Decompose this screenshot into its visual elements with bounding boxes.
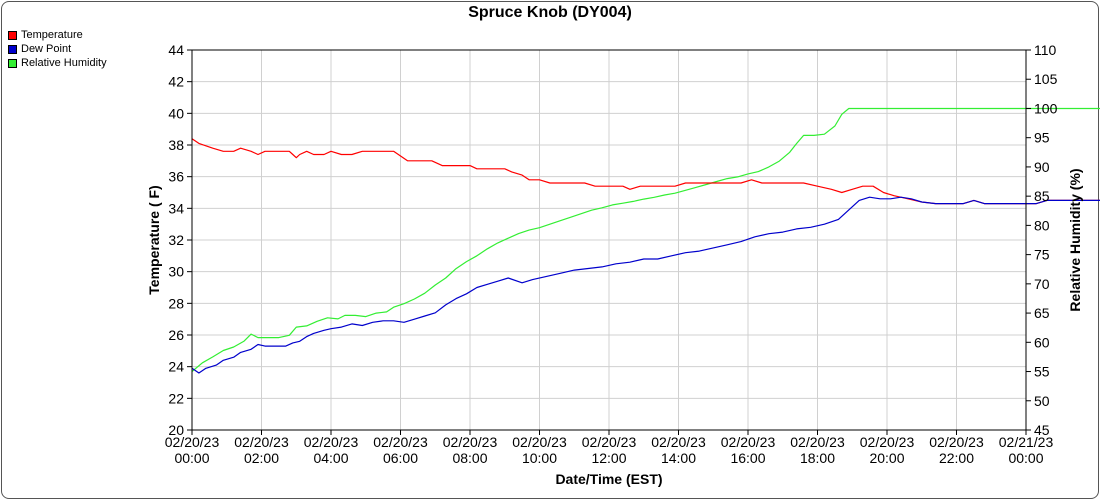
x-tick-label-date: 02/20/23 [512, 434, 567, 450]
y-axis-left-label: Temperature ( F) [146, 185, 162, 294]
y-tick-label-left: 20 [168, 422, 184, 438]
y-tick-label-right: 100 [1034, 100, 1058, 116]
x-tick-label-date: 02/21/23 [999, 434, 1054, 450]
x-tick-label-date: 02/20/23 [929, 434, 984, 450]
x-tick-label-time: 12:00 [591, 450, 626, 466]
y-tick-label-left: 42 [168, 74, 184, 90]
legend-item-dew-point: Dew Point [8, 42, 107, 56]
x-tick-label-time: 00:00 [1008, 450, 1043, 466]
y-tick-label-right: 105 [1034, 71, 1058, 87]
x-tick-label-time: 18:00 [800, 450, 835, 466]
x-tick-label-date: 02/20/23 [651, 434, 706, 450]
legend-label-dew-point: Dew Point [21, 43, 72, 55]
x-tick-label-date: 02/20/23 [721, 434, 776, 450]
x-tick-label-date: 02/20/23 [443, 434, 498, 450]
x-tick-label-time: 04:00 [313, 450, 348, 466]
y-tick-label-left: 30 [168, 264, 184, 280]
x-tick-label-time: 00:00 [174, 450, 209, 466]
x-tick-label-time: 06:00 [383, 450, 418, 466]
legend-label-relative-humidity: Relative Humidity [21, 57, 107, 69]
y-tick-label-right: 50 [1034, 393, 1050, 409]
legend-label-temperature: Temperature [21, 29, 83, 41]
x-tick-label-date: 02/20/23 [582, 434, 637, 450]
y-tick-label-right: 45 [1034, 422, 1050, 438]
y-tick-label-left: 26 [168, 327, 184, 343]
legend-swatch-temperature [8, 30, 17, 40]
y-tick-label-left: 44 [168, 42, 184, 58]
series-line-relative-humidity [191, 107, 1100, 372]
x-tick-label-time: 08:00 [452, 450, 487, 466]
y-tick-label-right: 85 [1034, 188, 1050, 204]
series-layer [191, 107, 1100, 374]
x-tick-label-date: 02/20/23 [373, 434, 428, 450]
grid-lines [192, 50, 1026, 430]
y-tick-label-left: 36 [168, 169, 184, 185]
y-tick-label-right: 55 [1034, 364, 1050, 380]
x-tick-label-time: 20:00 [869, 450, 904, 466]
y-tick-label-left: 40 [168, 105, 184, 121]
x-tick-label-date: 02/20/23 [790, 434, 845, 450]
y-tick-label-left: 22 [168, 390, 184, 406]
x-tick-label-date: 02/20/23 [304, 434, 359, 450]
y-tick-label-left: 32 [168, 232, 184, 248]
x-tick-label-time: 16:00 [730, 450, 765, 466]
legend-swatch-dew-point [8, 44, 17, 54]
x-axis-label: Date/Time (EST) [555, 471, 662, 487]
y-tick-label-right: 95 [1034, 130, 1050, 146]
y-tick-label-right: 65 [1034, 305, 1050, 321]
x-tick-label-time: 02:00 [244, 450, 279, 466]
y-tick-label-right: 80 [1034, 217, 1050, 233]
y-tick-label-right: 90 [1034, 159, 1050, 175]
y-axis-right-label: Relative Humidity (%) [1067, 168, 1083, 311]
y-tick-label-left: 34 [168, 200, 184, 216]
axes: 20 22 24 26 28 30 32 34 36 38 40 42 44 45 50 55 60 65 70 75… [165, 42, 1058, 466]
series-line-dew-point [191, 196, 1100, 374]
series-line-temperature [191, 138, 1100, 205]
x-tick-label-date: 02/20/23 [860, 434, 915, 450]
chart-title: Spruce Knob (DY004) [468, 4, 632, 21]
y-tick-label-right: 110 [1034, 42, 1057, 58]
y-tick-label-left: 24 [168, 359, 184, 375]
legend-item-temperature: Temperature [8, 28, 107, 42]
y-tick-label-right: 70 [1034, 276, 1050, 292]
y-tick-label-left: 28 [168, 295, 184, 311]
x-tick-label-time: 14:00 [661, 450, 696, 466]
legend: Temperature Dew Point Relative Humidity [8, 28, 107, 70]
legend-item-relative-humidity: Relative Humidity [8, 56, 107, 70]
legend-swatch-relative-humidity [8, 58, 17, 68]
x-tick-label-date: 02/20/23 [234, 434, 289, 450]
x-tick-label-date: 02/20/23 [165, 434, 220, 450]
y-tick-label-right: 60 [1034, 334, 1050, 350]
y-tick-label-left: 38 [168, 137, 184, 153]
x-tick-label-time: 10:00 [522, 450, 557, 466]
x-tick-label-time: 22:00 [939, 450, 974, 466]
y-tick-label-right: 75 [1034, 247, 1050, 263]
